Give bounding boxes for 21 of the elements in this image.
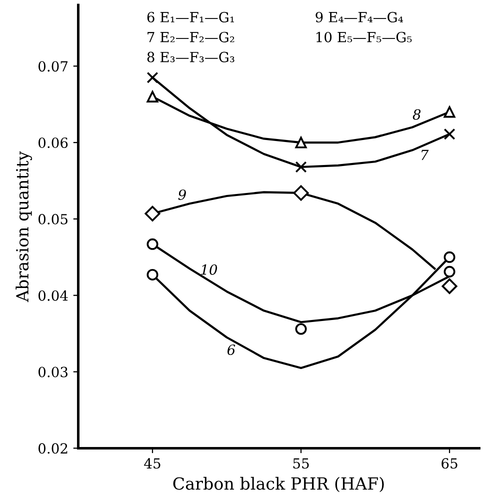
y-tick-label: 0.02 xyxy=(38,443,68,454)
annotation: 10 E₅—F₅—G₅ xyxy=(316,32,412,42)
y-tick-label: 0.04 xyxy=(38,290,68,301)
x-tick-label: 55 xyxy=(293,458,309,469)
series-label: 6 xyxy=(227,344,236,356)
x-tick-label: 45 xyxy=(144,458,160,469)
y-tick-label: 0.05 xyxy=(38,214,68,224)
annotation: 9 E₄—F₄—G₄ xyxy=(316,12,403,22)
y-tick-label: 0.07 xyxy=(38,61,68,72)
annotation: 8 E₃—F₃—G₃ xyxy=(147,52,234,62)
series-label: 8 xyxy=(412,109,421,120)
annotation: 7 E₂—F₂—G₂ xyxy=(148,32,234,42)
series-label: 7 xyxy=(422,150,429,160)
series-label: 9 xyxy=(178,189,186,200)
annotation: 6 E₁—F₁—G₁ xyxy=(147,12,234,22)
x-tick-label: 65 xyxy=(442,458,458,469)
y-axis-title: Abrasion quantity xyxy=(16,151,32,302)
series-label: 10 xyxy=(201,264,218,275)
y-tick-label: 0.06 xyxy=(38,138,68,148)
x-axis-title: Carbon black PHR (HAF) xyxy=(173,476,384,492)
y-tick-label: 0.03 xyxy=(38,366,68,378)
